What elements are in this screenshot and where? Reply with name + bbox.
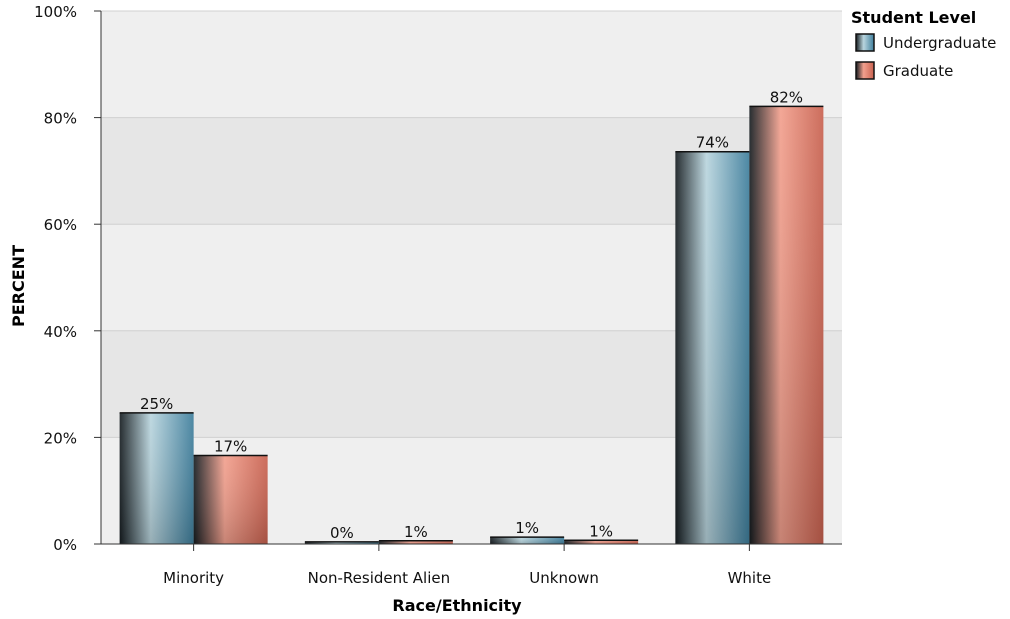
legend-swatch-undergraduate xyxy=(855,33,875,52)
y-tick-label: 100% xyxy=(34,3,77,21)
legend: Student Level Undergraduate Graduate xyxy=(851,8,996,80)
data-label: 1% xyxy=(515,519,539,537)
axes xyxy=(94,10,842,551)
x-tick-label: Minority xyxy=(163,569,224,587)
plot-band xyxy=(101,11,842,118)
data-label: 17% xyxy=(214,438,247,456)
data-label: 1% xyxy=(404,523,428,541)
legend-title: Student Level xyxy=(851,8,976,27)
y-tick-label: 60% xyxy=(44,216,77,234)
legend-label-graduate: Graduate xyxy=(883,62,953,80)
y-tick-label: 20% xyxy=(44,429,77,447)
data-label: 0% xyxy=(330,524,354,542)
x-tick-label: White xyxy=(728,569,772,587)
data-label: 82% xyxy=(770,88,803,106)
bar-shade xyxy=(675,151,750,544)
y-tick-label: 0% xyxy=(53,536,77,554)
legend-label-undergraduate: Undergraduate xyxy=(883,34,996,52)
x-tick-label: Unknown xyxy=(529,569,599,587)
x-tick-label: Non-Resident Alien xyxy=(308,569,451,587)
bar-shade xyxy=(564,540,639,544)
data-label: 1% xyxy=(589,522,613,540)
x-axis-title: Race/Ethnicity xyxy=(392,596,522,615)
y-axis-title: PERCENT xyxy=(9,245,28,327)
bar-shade xyxy=(304,541,379,544)
bar-shade xyxy=(193,455,268,544)
legend-swatch-graduate xyxy=(855,61,875,80)
bar-shade xyxy=(378,540,453,544)
bar-shade xyxy=(490,537,565,544)
bar-shade xyxy=(119,412,194,544)
y-tick-labels: 0% 20% 40% 60% 80% 100% xyxy=(34,3,77,554)
y-tick-label: 80% xyxy=(44,110,77,128)
y-tick-label: 40% xyxy=(44,323,77,341)
x-tick-labels: Minority Non-Resident Alien Unknown White xyxy=(163,569,771,587)
data-label: 25% xyxy=(140,395,173,413)
bars xyxy=(119,105,824,545)
data-label: 74% xyxy=(696,134,729,152)
data-labels: 25% 17% 0% 1% 1% 1% 74% 82% xyxy=(140,88,803,541)
bar-shade xyxy=(749,106,824,545)
